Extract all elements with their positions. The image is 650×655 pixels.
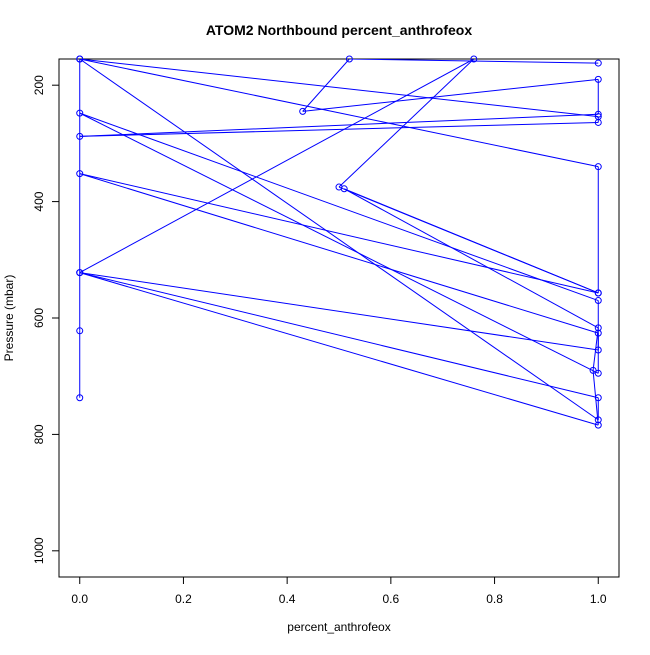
series-line-segment [79,272,599,399]
series-points [76,55,602,429]
y-axis-label: Pressure (mbar) [2,275,16,362]
y-tick-label: 1000 [32,537,46,564]
data-point [76,109,84,117]
series-line-segment [79,112,599,302]
series-line-segment [79,173,599,294]
series-line-segment [79,113,599,137]
data-point [594,118,602,126]
series-line-segment [79,272,599,351]
data-point [76,132,84,140]
series-line-segment [79,112,599,374]
y-tick-label: 400 [32,191,46,211]
x-tick-label: 0.8 [486,592,503,606]
series-0 [76,55,602,429]
x-tick-label: 0.0 [71,592,88,606]
data-point [76,170,84,178]
x-tick-label: 0.4 [279,592,296,606]
data-point [76,55,84,63]
series-line-segment [79,59,599,118]
data-point [594,346,602,354]
data-point [76,327,84,335]
x-tick-label: 1.0 [590,592,607,606]
data-point [594,369,602,377]
series-line-segment [302,59,350,112]
data-point [594,421,602,429]
x-axis: 0.0 0.2 0.4 0.6 0.8 1.0 [71,576,607,606]
y-tick-label: 800 [32,424,46,444]
data-point [345,55,353,63]
data-point [299,107,307,115]
series-line-segment [302,78,599,112]
x-tick-label: 0.2 [175,592,192,606]
series-line-segment [349,59,599,64]
y-tick-label: 200 [32,75,46,95]
series-line-segment [79,121,599,137]
series-line-segment [338,59,475,188]
series-line-segment [338,186,599,294]
data-point [594,110,602,118]
y-axis: 200 400 600 800 1000 [32,75,60,564]
data-point [594,394,602,402]
data-point [594,329,602,337]
series-line-segment [79,59,475,274]
data-point [589,366,597,374]
data-point [76,394,84,402]
series-line-segment [79,59,599,168]
data-point [594,59,602,67]
series-line-segment [79,272,599,426]
data-point [76,269,84,277]
data-point [470,55,478,63]
series-line-segment [343,188,599,329]
data-point [594,289,602,297]
x-axis-label: percent_anthrofeox [287,620,390,634]
data-point [594,163,602,171]
series-line-segment [79,173,599,334]
x-tick-label: 0.6 [383,592,400,606]
series-lines [79,59,599,426]
y-tick-label: 600 [32,308,46,328]
chart-title: ATOM2 Northbound percent_anthrofeox [206,22,472,38]
data-point [594,416,602,424]
data-point [594,75,602,83]
data-point [594,324,602,332]
data-point [335,183,343,191]
series-line-segment [79,59,599,421]
data-point [594,297,602,305]
